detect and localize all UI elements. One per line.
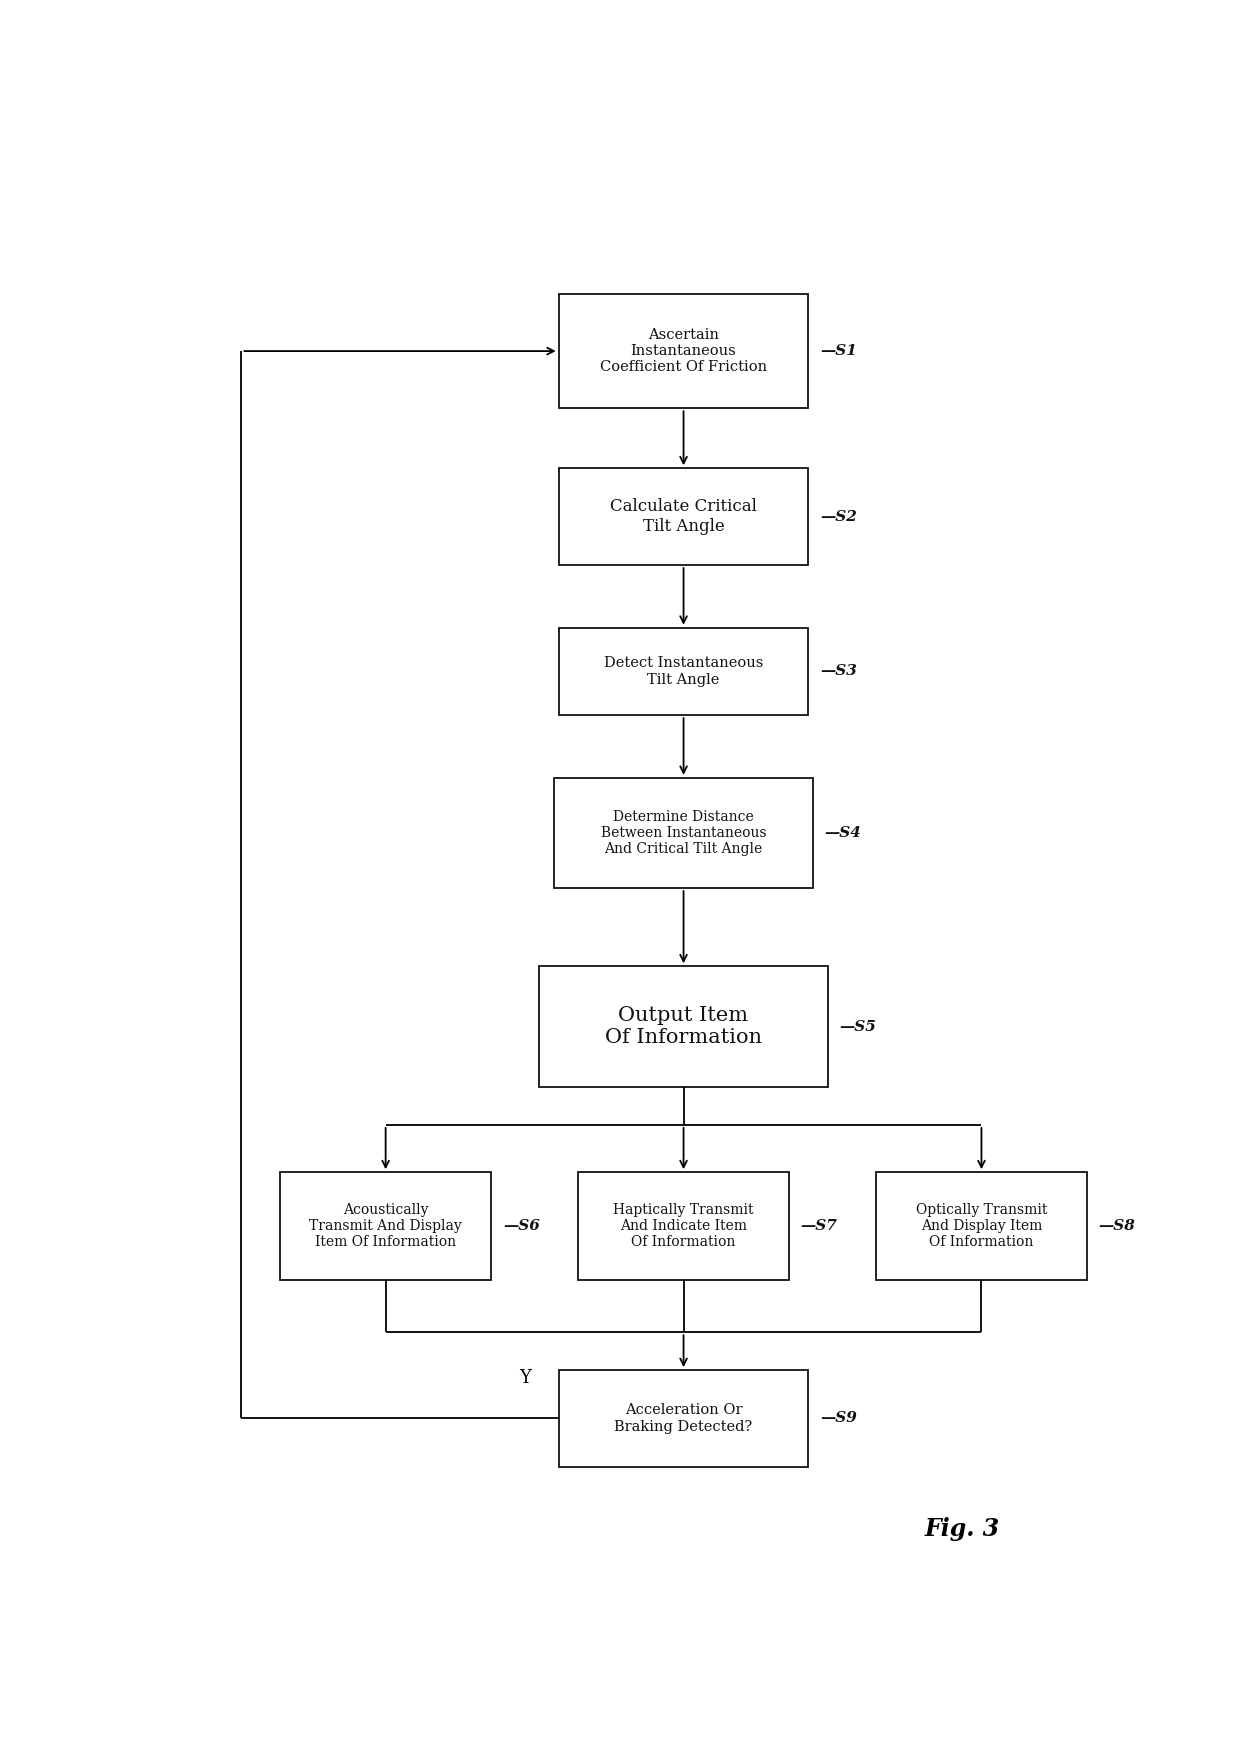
Bar (578, 1173, 789, 1280)
Text: —S3: —S3 (820, 664, 857, 678)
Text: Acceleration Or
Braking Detected?: Acceleration Or Braking Detected? (615, 1404, 753, 1433)
Bar (280, 1173, 491, 1280)
Text: Detect Instantaneous
Tilt Angle: Detect Instantaneous Tilt Angle (604, 656, 764, 687)
Text: Determine Distance
Between Instantaneous
And Critical Tilt Angle: Determine Distance Between Instantaneous… (600, 809, 766, 857)
Text: —S6: —S6 (503, 1218, 539, 1232)
Bar (559, 628, 808, 715)
Text: Acoustically
Transmit And Display
Item Of Information: Acoustically Transmit And Display Item O… (309, 1203, 463, 1250)
Text: —S1: —S1 (820, 344, 857, 358)
Bar (559, 1370, 808, 1467)
Text: Ascertain
Instantaneous
Coefficient Of Friction: Ascertain Instantaneous Coefficient Of F… (600, 329, 768, 374)
Text: Output Item
Of Information: Output Item Of Information (605, 1007, 763, 1047)
Text: Optically Transmit
And Display Item
Of Information: Optically Transmit And Display Item Of I… (916, 1203, 1047, 1250)
Text: Haptically Transmit
And Indicate Item
Of Information: Haptically Transmit And Indicate Item Of… (614, 1203, 754, 1250)
Text: —S5: —S5 (839, 1019, 877, 1033)
Text: —S9: —S9 (820, 1411, 857, 1425)
Text: —S8: —S8 (1099, 1218, 1136, 1232)
Text: Fig. 3: Fig. 3 (925, 1517, 999, 1540)
Bar (539, 967, 828, 1087)
Text: Calculate Critical
Tilt Angle: Calculate Critical Tilt Angle (610, 498, 756, 535)
Bar (559, 468, 808, 565)
Text: —S4: —S4 (825, 827, 862, 841)
Bar (875, 1173, 1087, 1280)
Text: —S2: —S2 (820, 510, 857, 524)
Text: Y: Y (520, 1369, 531, 1388)
Bar (554, 778, 813, 888)
Text: —S7: —S7 (801, 1218, 838, 1232)
Bar (559, 294, 808, 409)
